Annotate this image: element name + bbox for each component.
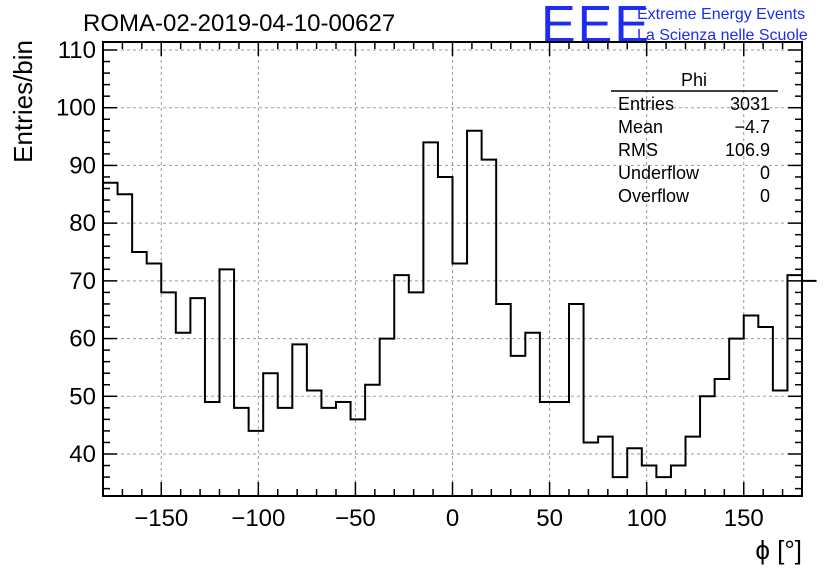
y-tick-label: 70 — [69, 268, 96, 295]
histogram-outline — [103, 129, 817, 479]
stats-label: Mean — [618, 117, 663, 137]
x-axis-title: ϕ [°] — [755, 535, 802, 565]
x-tick-label: 100 — [627, 505, 667, 532]
stats-label: RMS — [618, 140, 658, 160]
x-tick-label: −150 — [134, 505, 188, 532]
grid-lines — [103, 42, 802, 496]
stats-title: Phi — [681, 70, 707, 90]
y-tick-label: 50 — [69, 383, 96, 410]
x-tick-label: 150 — [724, 505, 764, 532]
stats-value: 0 — [760, 186, 770, 206]
x-axis-ticks — [102, 42, 803, 496]
run-title: ROMA-02-2019-04-10-00627 — [83, 10, 395, 37]
x-tick-label: −50 — [335, 505, 376, 532]
y-axis-tick-labels: 40 50 60 70 80 90 100 110 — [56, 37, 96, 468]
logo-line-2: La Scienza nelle Scuole — [637, 27, 808, 44]
x-tick-label: −100 — [231, 505, 285, 532]
stats-box: Phi Entries 3031 Mean −4.7 RMS 106.9 Underflow… — [611, 70, 778, 206]
x-tick-label: 50 — [536, 505, 563, 532]
y-tick-label: 110 — [58, 37, 96, 64]
y-axis-title: Entries/bin — [8, 40, 38, 163]
y-tick-label: 80 — [69, 210, 96, 237]
stats-label: Entries — [618, 94, 674, 114]
stats-value: 3031 — [730, 94, 770, 114]
stats-value: 106.9 — [725, 140, 770, 160]
y-axis-ticks — [103, 49, 802, 490]
logo-mark: EEE — [541, 0, 651, 54]
eee-logo: EEE Extreme Energy Events La Scienza nel… — [541, 0, 808, 54]
stats-rows: Entries 3031 Mean −4.7 RMS 106.9 Underflow 0 Ove… — [618, 94, 770, 206]
stats-value: 0 — [760, 163, 770, 183]
x-tick-label: 0 — [446, 505, 459, 532]
logo-line-1: Extreme Energy Events — [637, 6, 805, 23]
y-tick-label: 40 — [69, 441, 96, 468]
stats-label: Overflow — [618, 186, 690, 206]
x-axis-tick-labels: −150 −100 −50 0 50 100 150 — [134, 505, 764, 532]
stats-value: −4.7 — [734, 117, 770, 137]
y-tick-label: 90 — [69, 152, 96, 179]
stats-label: Underflow — [618, 163, 700, 183]
y-tick-label: 60 — [69, 326, 96, 353]
y-tick-label: 100 — [56, 95, 96, 122]
